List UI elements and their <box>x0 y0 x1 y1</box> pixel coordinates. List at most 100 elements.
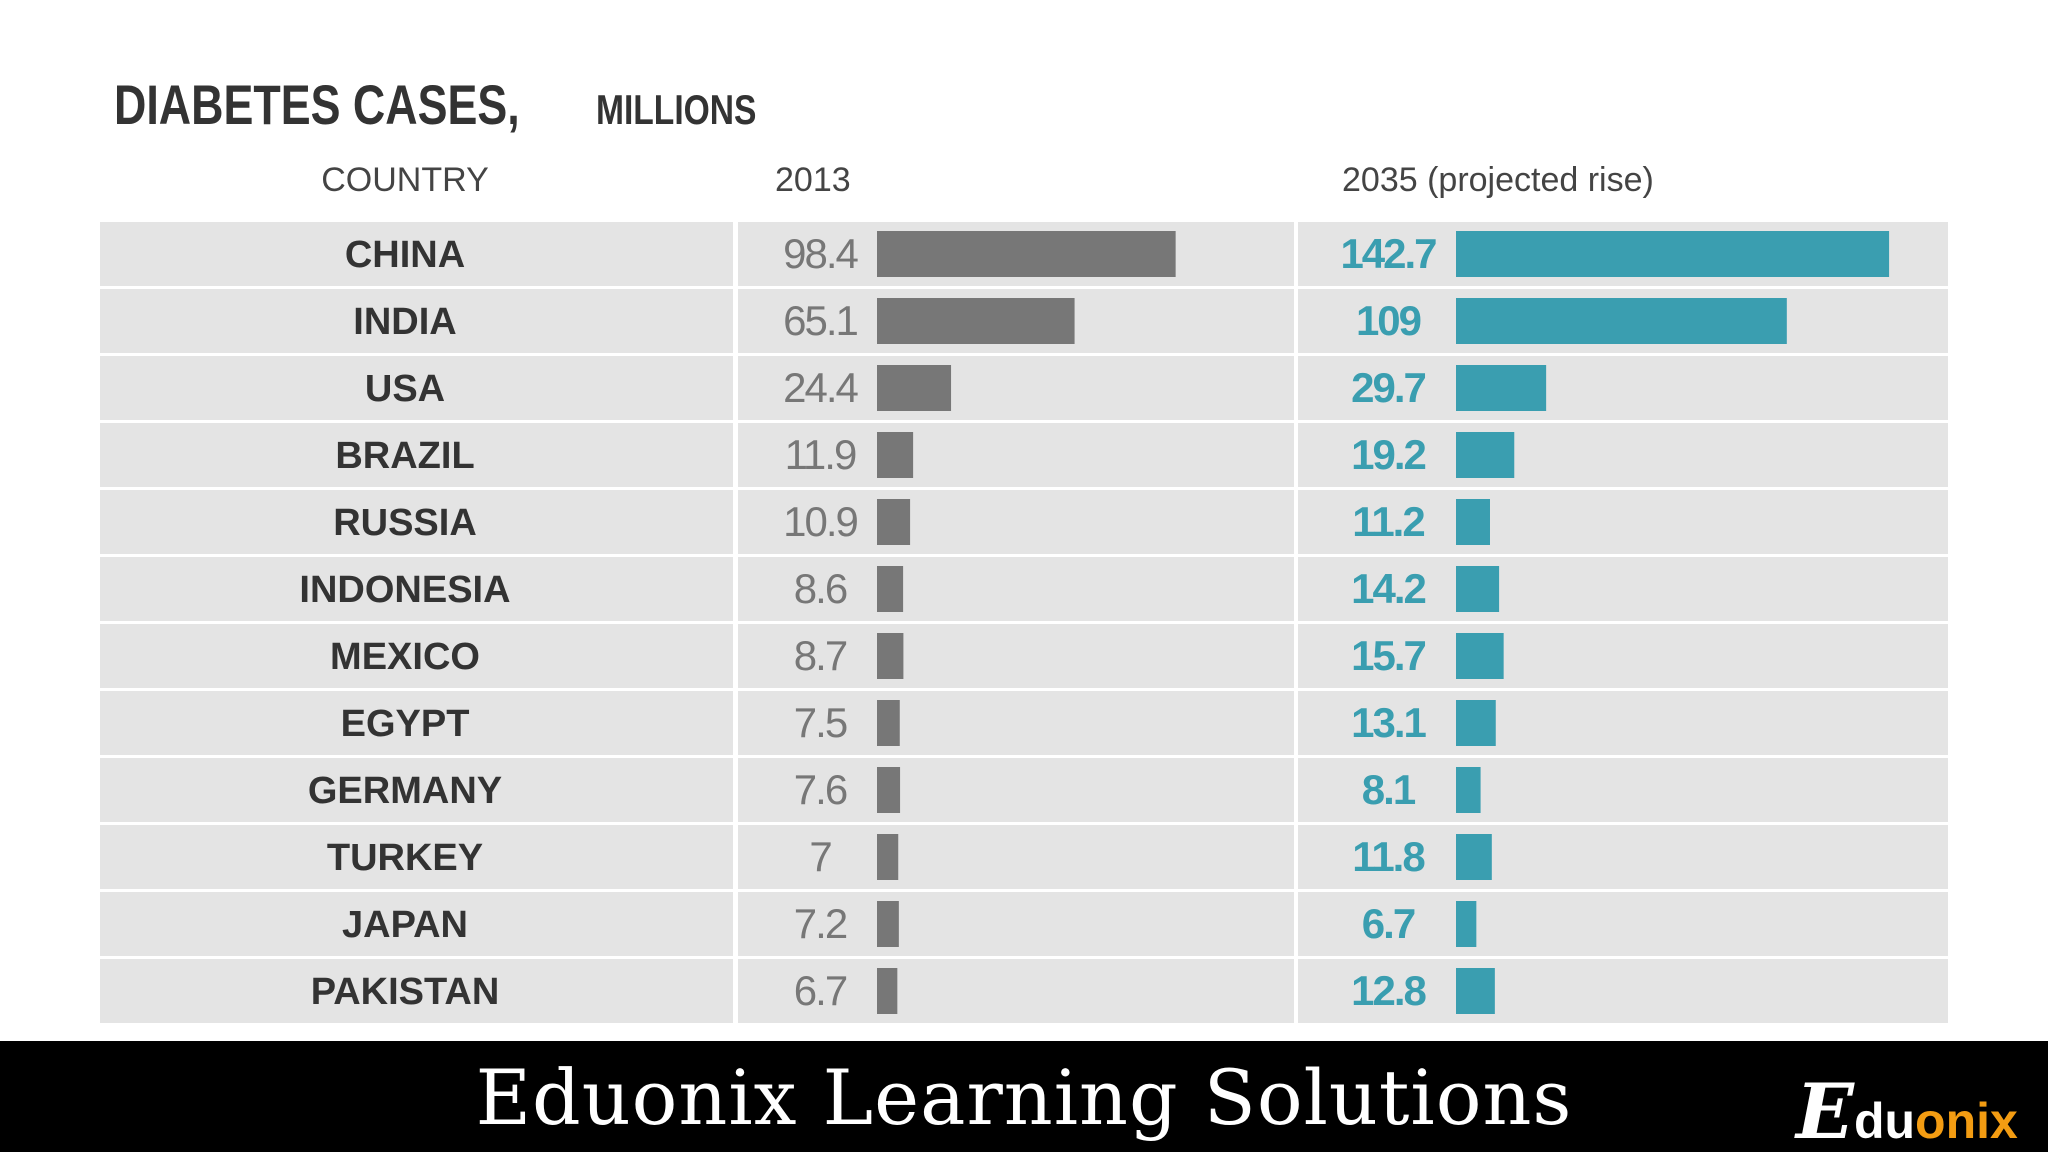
bar-2013 <box>877 633 904 679</box>
row-panel-1 <box>738 490 1294 554</box>
row-panel-2 <box>1298 624 1948 688</box>
value-label-2013: 8.6 <box>794 565 847 612</box>
value-label-2013: 11.9 <box>785 431 856 478</box>
country-label: GERMANY <box>308 770 502 812</box>
logo-du: du <box>1853 1093 1916 1149</box>
bar-2013 <box>877 298 1075 344</box>
row-panel-1 <box>738 892 1294 956</box>
row-panel-0 <box>100 691 733 755</box>
bar-2035 <box>1456 633 1504 679</box>
row-panel-1 <box>738 758 1294 822</box>
bar-2013 <box>877 901 899 947</box>
country-label: PAKISTAN <box>311 971 500 1013</box>
row-panel-0 <box>100 423 733 487</box>
row-panel-0 <box>100 892 733 956</box>
bar-2035 <box>1456 901 1477 947</box>
bar-2013 <box>877 566 904 612</box>
value-label-2013: 6.7 <box>794 967 847 1014</box>
row-panel-2 <box>1298 758 1948 822</box>
row-panel-0 <box>100 825 733 889</box>
column-header-2035: 2035 (projected rise) <box>1342 161 1654 199</box>
value-label-2013: 7 <box>809 833 831 880</box>
country-label: INDIA <box>353 301 456 343</box>
row-panel-1 <box>738 356 1294 420</box>
footer-title: Eduonix Learning Solutions <box>475 1053 1573 1142</box>
value-label-2035: 6.7 <box>1362 900 1415 947</box>
column-header-country: COUNTRY <box>321 161 489 199</box>
value-label-2013: 24.4 <box>783 364 858 411</box>
value-label-2013: 7.6 <box>794 766 847 813</box>
country-label: JAPAN <box>342 904 468 946</box>
bar-2035 <box>1456 365 1547 411</box>
bar-2013 <box>877 968 898 1014</box>
row-panel-1 <box>738 825 1294 889</box>
bar-2013 <box>877 700 900 746</box>
row-panel-0 <box>100 758 733 822</box>
row-panel-2 <box>1298 892 1948 956</box>
row-panel-2 <box>1298 490 1948 554</box>
row-panel-2 <box>1298 423 1948 487</box>
bar-2013 <box>877 365 952 411</box>
diabetes-chart: DIABETES CASES, MILLIONS COUNTRY 2013 20… <box>100 73 1948 1023</box>
bar-2035 <box>1456 432 1515 478</box>
row-panel-1 <box>738 557 1294 621</box>
bar-2035 <box>1456 767 1481 813</box>
country-label: MEXICO <box>330 636 480 678</box>
country-label: TURKEY <box>327 837 483 879</box>
row-panel-2 <box>1298 356 1948 420</box>
country-label: RUSSIA <box>333 502 477 544</box>
value-label-2013: 8.7 <box>794 632 847 679</box>
row-panel-0 <box>100 624 733 688</box>
country-label: BRAZIL <box>335 435 474 477</box>
row-panel-2 <box>1298 959 1948 1023</box>
value-label-2035: 14.2 <box>1351 565 1425 612</box>
row-panel-2 <box>1298 691 1948 755</box>
logo-letter-e: E <box>1796 1067 1854 1156</box>
bar-2035 <box>1456 298 1787 344</box>
bar-2035 <box>1456 231 1890 277</box>
bar-2013 <box>877 499 911 545</box>
column-header-2013: 2013 <box>775 161 851 199</box>
value-label-2013: 7.2 <box>794 900 847 947</box>
row-panel-0 <box>100 557 733 621</box>
value-label-2035: 15.7 <box>1351 632 1425 679</box>
bar-2013 <box>877 834 899 880</box>
table-rows: CHINA 98.4 142.7 INDIA 65.1 109 USA 24.4 29.7 BRA… <box>100 222 1948 1023</box>
row-panel-0 <box>100 222 733 286</box>
row-panel-1 <box>738 959 1294 1023</box>
bar-2035 <box>1456 566 1500 612</box>
eduonix-logo: Eduonix <box>1796 1067 2018 1156</box>
row-panel-1 <box>738 691 1294 755</box>
logo-onix: onix <box>1915 1093 2018 1149</box>
value-label-2013: 98.4 <box>783 230 858 277</box>
row-panel-1 <box>738 624 1294 688</box>
bar-2013 <box>877 767 901 813</box>
row-panel-1 <box>738 423 1294 487</box>
row-panel-0 <box>100 356 733 420</box>
chart-title: DIABETES CASES, <box>114 73 520 136</box>
country-label: CHINA <box>345 234 465 276</box>
value-label-2035: 11.8 <box>1352 833 1425 880</box>
value-label-2035: 11.2 <box>1352 498 1424 545</box>
country-label: INDONESIA <box>299 569 510 611</box>
bar-2035 <box>1456 700 1496 746</box>
bar-2035 <box>1456 834 1492 880</box>
row-panel-2 <box>1298 557 1948 621</box>
bar-2035 <box>1456 968 1495 1014</box>
row-panel-2 <box>1298 825 1948 889</box>
value-label-2013: 65.1 <box>783 297 857 344</box>
row-panel-0 <box>100 490 733 554</box>
value-label-2035: 8.1 <box>1362 766 1416 813</box>
country-label: USA <box>365 368 445 410</box>
value-label-2013: 10.9 <box>783 498 857 545</box>
value-label-2035: 109 <box>1356 297 1421 344</box>
chart-subtitle: MILLIONS <box>596 88 756 134</box>
bar-2013 <box>877 432 914 478</box>
value-label-2035: 19.2 <box>1351 431 1425 478</box>
value-label-2035: 12.8 <box>1351 967 1426 1014</box>
value-label-2035: 142.7 <box>1340 230 1436 277</box>
value-label-2035: 13.1 <box>1351 699 1426 746</box>
bar-2035 <box>1456 499 1490 545</box>
row-panel-0 <box>100 959 733 1023</box>
footer-bar: Eduonix Learning Solutions Eduonix <box>0 1041 2048 1156</box>
